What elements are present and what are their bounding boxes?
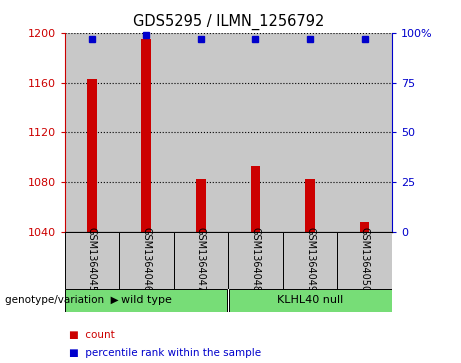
Text: ■  count: ■ count (69, 330, 115, 340)
Text: GSM1364048: GSM1364048 (250, 227, 260, 292)
Text: GSM1364050: GSM1364050 (360, 227, 370, 292)
Bar (142, 39, 151, 232)
Text: GSM1364046: GSM1364046 (142, 227, 151, 292)
Text: wild type: wild type (121, 295, 172, 305)
Text: GSM1364049: GSM1364049 (305, 227, 315, 292)
Bar (228, 232, 283, 289)
Bar (337, 232, 392, 289)
Text: ■  percentile rank within the sample: ■ percentile rank within the sample (69, 348, 261, 359)
Text: genotype/variation  ▶: genotype/variation ▶ (5, 295, 118, 305)
Bar (305, 179, 315, 232)
Bar (174, 33, 228, 232)
Bar (65, 33, 119, 232)
Bar (119, 33, 174, 232)
Text: GSM1364045: GSM1364045 (87, 227, 97, 292)
Bar (283, 33, 337, 232)
Bar (360, 222, 369, 232)
Bar (251, 166, 260, 232)
Text: KLHL40 null: KLHL40 null (277, 295, 343, 305)
Text: GSM1364047: GSM1364047 (196, 227, 206, 292)
Bar (229, 289, 392, 312)
Bar (87, 79, 97, 232)
Bar (196, 179, 206, 232)
Bar (228, 33, 283, 232)
Bar (119, 232, 174, 289)
Bar (65, 289, 227, 312)
Title: GDS5295 / ILMN_1256792: GDS5295 / ILMN_1256792 (132, 14, 324, 30)
Bar (65, 232, 119, 289)
Bar (283, 232, 337, 289)
Bar (174, 232, 228, 289)
Bar (337, 33, 392, 232)
